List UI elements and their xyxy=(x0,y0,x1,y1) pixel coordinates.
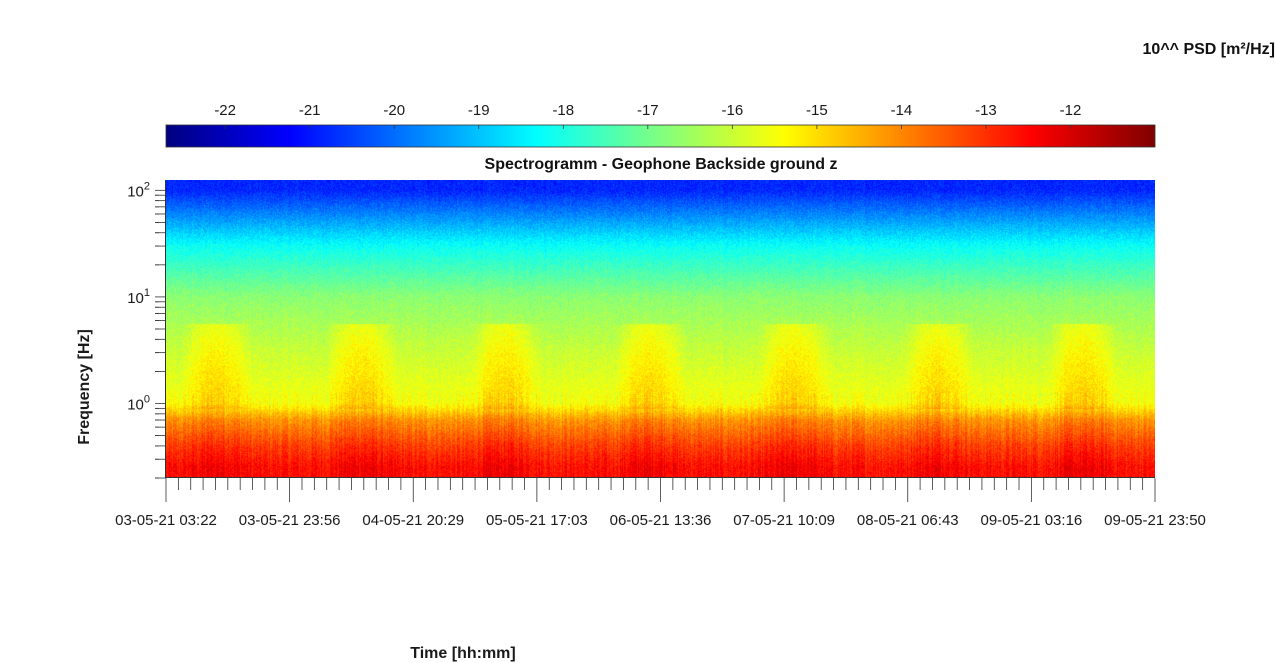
colorbar-tick-label: -16 xyxy=(722,102,744,119)
x-tick-label: 03-05-21 23:56 xyxy=(239,512,341,529)
plot-title: Spectrogramm - Geophone Backside ground … xyxy=(485,156,838,173)
y-tick-base: 10 xyxy=(127,183,144,200)
x-ticks xyxy=(165,478,1156,502)
y-tick-label: 100 xyxy=(127,394,150,414)
y-axis-title: Frequency [Hz] xyxy=(76,329,93,445)
x-tick-label: 06-05-21 13:36 xyxy=(610,512,712,529)
colorbar-tick-label: -22 xyxy=(214,102,236,119)
y-ticks xyxy=(155,189,166,479)
x-tick-label: 09-05-21 03:16 xyxy=(981,512,1083,529)
x-tick-label: 07-05-21 10:09 xyxy=(733,512,835,529)
y-tick-base: 10 xyxy=(127,290,144,307)
colorbar-tick-label: -20 xyxy=(383,102,405,119)
colorbar-title: 10^^ PSD [m²/Hz] xyxy=(1143,41,1275,58)
colorbar: -22 -21 -20 -19 -18 -17 -16 -15 -14 -13 -12 xyxy=(165,102,1156,148)
y-tick-base: 10 xyxy=(127,397,144,414)
x-tick-label: 04-05-21 20:29 xyxy=(362,512,464,529)
x-tick-label: 05-05-21 17:03 xyxy=(486,512,588,529)
y-tick-exponent: 0 xyxy=(144,394,150,406)
x-tick-label: 08-05-21 06:43 xyxy=(857,512,959,529)
colorbar-gradient xyxy=(165,124,1156,148)
x-tick-labels: 03-05-21 03:22 03-05-21 23:56 04-05-21 20:… xyxy=(115,512,1206,529)
x-tick-label: 03-05-21 03:22 xyxy=(115,512,217,529)
colorbar-tick-label: -21 xyxy=(299,102,321,119)
y-tick-exponent: 1 xyxy=(144,287,150,299)
colorbar-tick-label: -13 xyxy=(975,102,997,119)
x-tick-label: 09-05-21 23:50 xyxy=(1104,512,1206,529)
y-tick-label: 101 xyxy=(127,287,150,307)
colorbar-tick-label: -15 xyxy=(806,102,828,119)
colorbar-tick-label: -14 xyxy=(891,102,913,119)
heatmap-area xyxy=(166,180,1155,478)
colorbar-ticks: -22 -21 -20 -19 -18 -17 -16 -15 -14 -13 -12 xyxy=(214,102,1081,129)
y-tick-label: 102 xyxy=(127,180,150,200)
colorbar-tick-label: -12 xyxy=(1060,102,1082,119)
colorbar-tick-label: -19 xyxy=(468,102,490,119)
colorbar-tick-label: -18 xyxy=(552,102,574,119)
heatmap-canvas xyxy=(166,180,1155,478)
y-tick-exponent: 2 xyxy=(144,180,150,192)
colorbar-tick-label: -17 xyxy=(637,102,659,119)
x-axis-title: Time [hh:mm] xyxy=(410,645,515,662)
